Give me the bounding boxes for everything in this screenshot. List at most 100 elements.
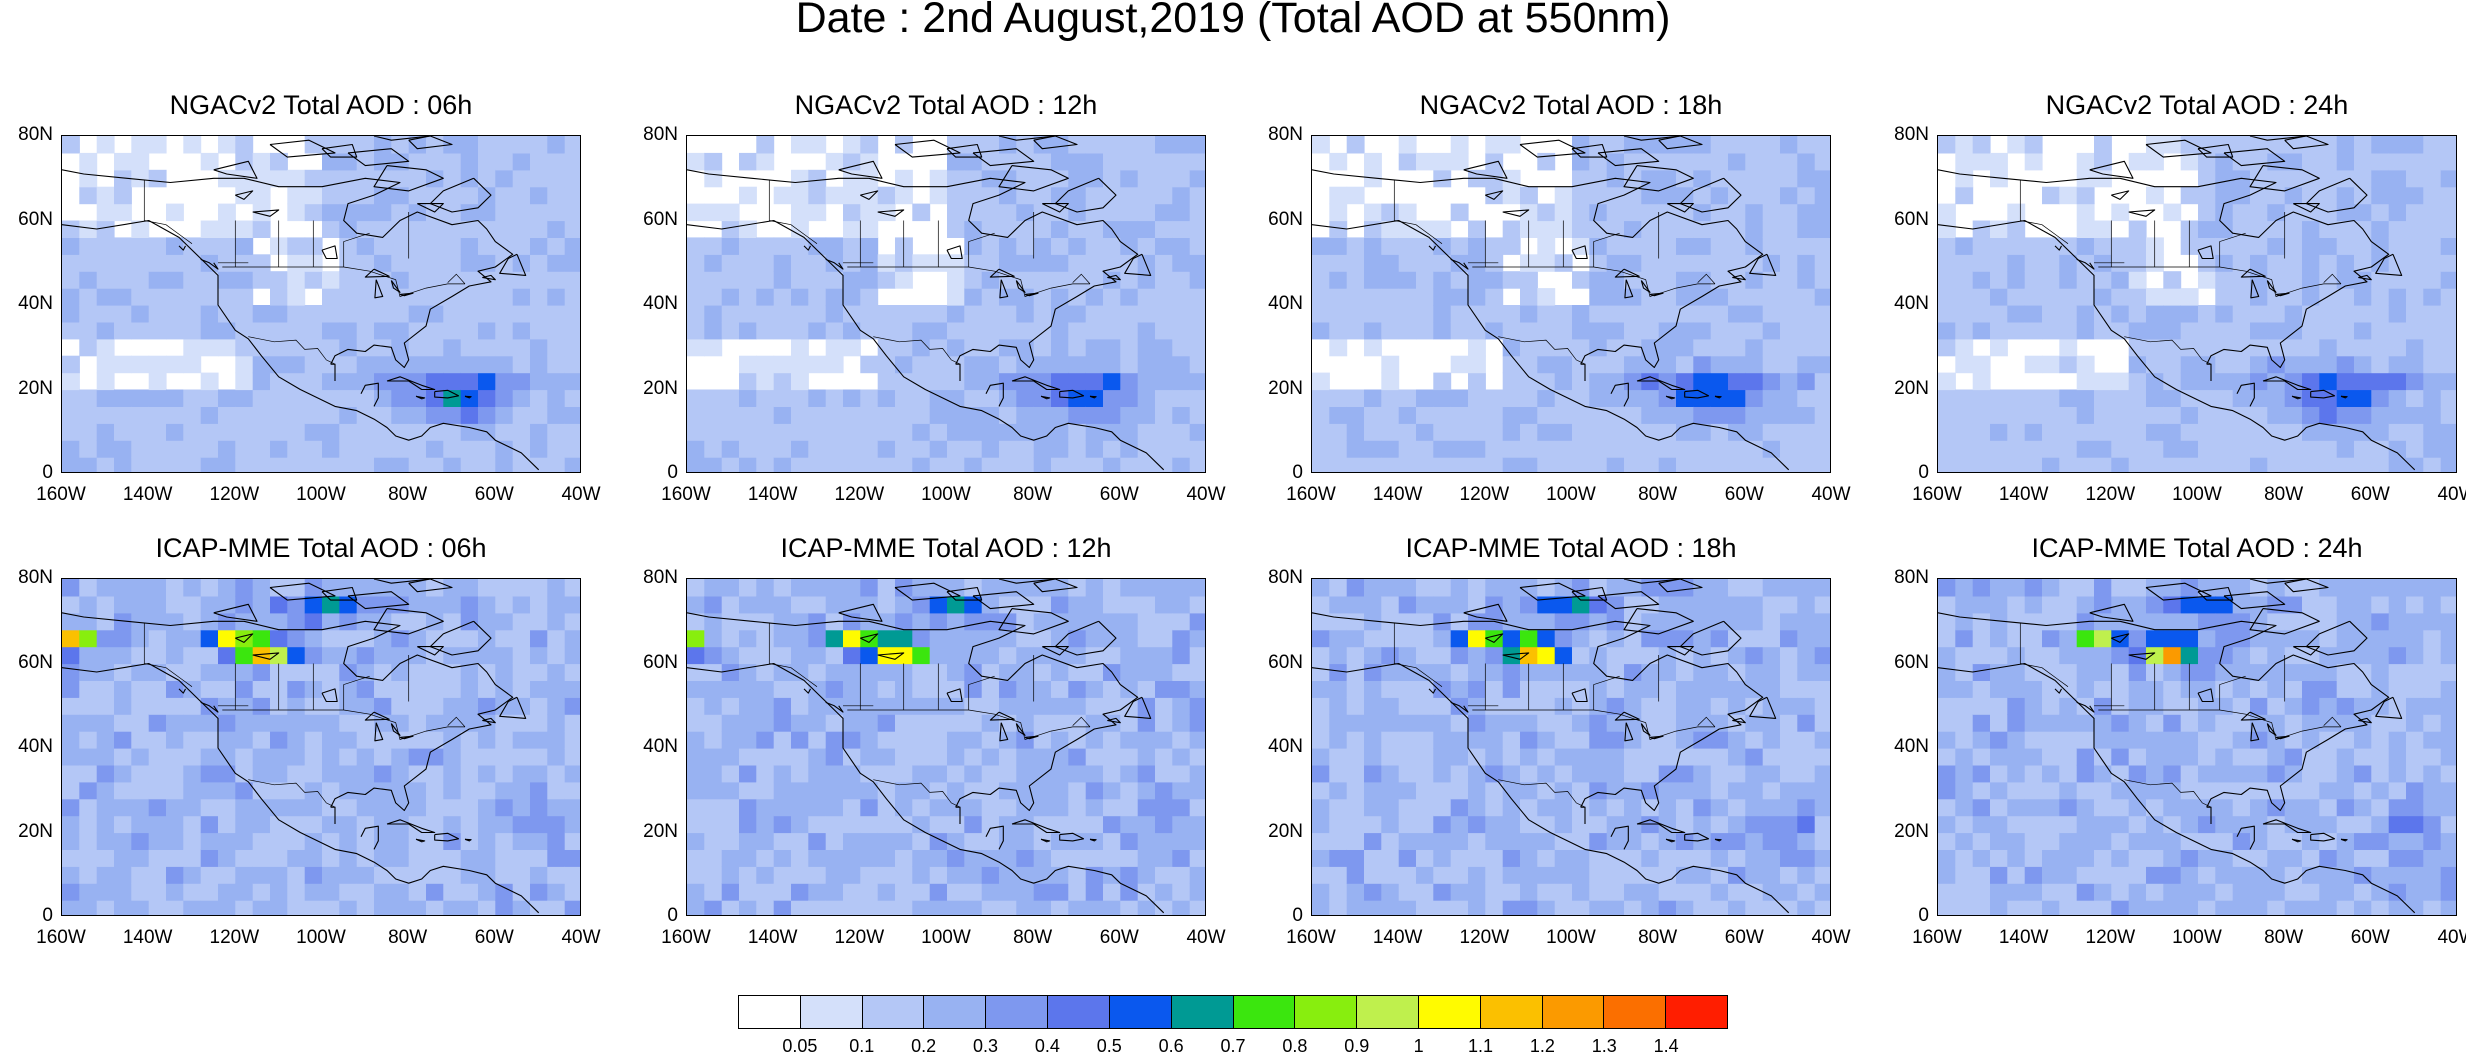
aod-cell xyxy=(391,321,410,340)
aod-cell xyxy=(1938,203,1956,222)
aod-cell xyxy=(460,321,479,340)
aod-cell xyxy=(929,389,948,407)
aod-cell xyxy=(739,849,757,867)
aod-cell xyxy=(1137,798,1156,817)
aod-cell xyxy=(687,832,705,850)
aod-cell xyxy=(478,321,496,340)
aod-cell xyxy=(1068,355,1087,374)
aod-cell xyxy=(2111,866,2130,884)
aod-cell xyxy=(304,355,323,374)
aod-cell xyxy=(2267,220,2286,238)
aod-cell xyxy=(166,815,184,834)
aod-cell xyxy=(1814,731,1830,749)
aod-cell xyxy=(981,271,1000,289)
aod-cell xyxy=(825,764,844,783)
aod-cell xyxy=(739,629,757,648)
aod-cell xyxy=(739,254,757,272)
aod-cell xyxy=(2319,629,2338,648)
aod-cell xyxy=(96,883,115,901)
aod-cell xyxy=(2215,254,2234,272)
aod-cell xyxy=(2180,423,2199,441)
aod-cell xyxy=(2440,136,2456,154)
aod-cell xyxy=(1155,815,1173,834)
aod-cell xyxy=(408,781,427,800)
aod-cell xyxy=(877,389,896,407)
aod-cell xyxy=(1537,305,1556,323)
aod-cell xyxy=(687,731,705,749)
aod-cell xyxy=(2406,389,2424,407)
aod-cell xyxy=(2232,271,2251,289)
aod-cell xyxy=(1485,849,1504,867)
aod-cell xyxy=(773,321,792,340)
aod-cell xyxy=(1189,136,1205,154)
aod-cell xyxy=(2406,595,2424,614)
aod-cell xyxy=(1520,355,1538,374)
aod-cell xyxy=(2336,579,2355,597)
aod-cell xyxy=(131,629,150,648)
aod-cell xyxy=(964,832,983,850)
aod-cell xyxy=(808,237,827,255)
aod-cell xyxy=(877,612,896,631)
aod-cell xyxy=(999,764,1017,783)
aod-cell xyxy=(912,798,931,817)
aod-cell xyxy=(200,781,219,800)
aod-cell xyxy=(1728,748,1746,766)
aod-cell xyxy=(825,866,844,884)
aod-cell xyxy=(1502,815,1521,834)
aod-cell xyxy=(964,186,983,205)
aod-cell xyxy=(825,663,844,681)
aod-cell xyxy=(2094,714,2112,732)
aod-cell xyxy=(1762,237,1781,255)
aod-cell xyxy=(1520,186,1538,205)
aod-cell xyxy=(825,389,844,407)
aod-cell xyxy=(1745,680,1764,698)
aod-cell xyxy=(1329,406,1348,424)
aod-cell xyxy=(1329,798,1348,817)
aod-cell xyxy=(426,731,444,749)
aod-cell xyxy=(2388,169,2407,188)
aod-cell xyxy=(2267,457,2286,472)
aod-cell xyxy=(1537,764,1556,783)
aod-cell xyxy=(2319,612,2338,631)
aod-cell xyxy=(2128,866,2147,884)
aod-cell xyxy=(2354,338,2372,357)
aod-cell xyxy=(1814,714,1830,732)
aod-cell xyxy=(1728,900,1746,915)
aod-cell xyxy=(62,372,80,391)
aod-cell xyxy=(877,186,896,205)
aod-cell xyxy=(547,815,566,834)
aod-cell xyxy=(2146,389,2164,407)
aod-cell xyxy=(2388,389,2407,407)
aod-cell xyxy=(1938,900,1956,915)
aod-cell xyxy=(895,748,913,766)
aod-cell xyxy=(62,883,80,901)
aod-cell xyxy=(322,220,340,238)
aod-cell xyxy=(530,697,548,715)
aod-cell xyxy=(2180,612,2199,631)
aod-cell xyxy=(2388,440,2407,458)
aod-cell xyxy=(1120,152,1139,171)
lat-tick-label: 0 xyxy=(42,905,53,926)
aod-cell xyxy=(860,440,879,458)
aod-cell xyxy=(1554,203,1573,222)
aod-cell xyxy=(1745,646,1764,665)
aod-cell xyxy=(2024,798,2043,817)
aod-cell xyxy=(739,815,757,834)
aod-cell xyxy=(1172,136,1191,154)
aod-cell xyxy=(1137,714,1156,732)
aod-cell xyxy=(2267,646,2286,665)
aod-cell xyxy=(1955,254,1974,272)
aod-cell xyxy=(1955,595,1974,614)
colorbar-tick-label: 0.3 xyxy=(972,1036,999,1056)
aod-cell xyxy=(1990,406,2008,424)
aod-cell xyxy=(374,646,392,665)
aod-cell xyxy=(2232,152,2251,171)
aod-cell xyxy=(2128,646,2147,665)
aod-cell xyxy=(1745,152,1764,171)
aod-cell xyxy=(1502,389,1521,407)
aod-cell xyxy=(2094,220,2112,238)
aod-cell xyxy=(443,697,462,715)
coastlines xyxy=(1312,579,1790,914)
aod-cell xyxy=(478,355,496,374)
aod-cell xyxy=(1468,764,1486,783)
